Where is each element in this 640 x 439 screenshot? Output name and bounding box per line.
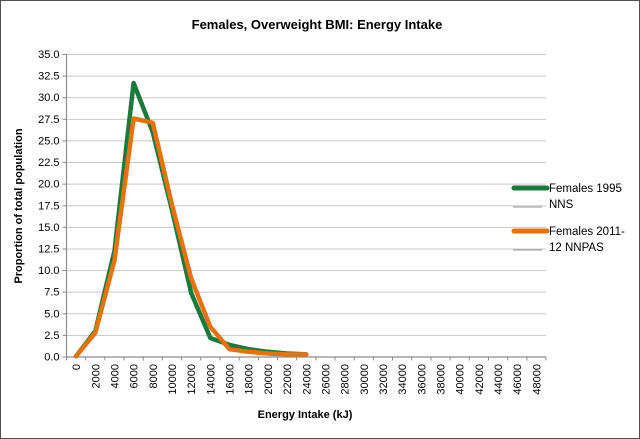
y-tick-label: 27.5 [38,114,59,126]
x-tick-label: 32000 [378,364,390,395]
x-tick-label: 26000 [320,364,332,395]
x-axis-title: Energy Intake (kJ) [258,409,353,421]
x-tick-label: 36000 [416,364,428,395]
y-tick-label: 32.5 [38,71,59,83]
y-tick-label: 20.0 [38,179,59,191]
x-tick-label: 28000 [340,364,352,395]
y-tick-label: 7.5 [44,287,59,299]
x-tick-label: 10000 [167,364,179,395]
series-line-females-2011-12-nnpas [73,116,309,359]
x-tick-label: 40000 [455,364,467,395]
x-tick-label: 16000 [225,364,237,395]
y-tick-label: 2.5 [44,330,59,342]
x-tick-label: 24000 [301,364,313,395]
x-tick-label: 22000 [282,364,294,395]
y-tick-label: 5.0 [44,308,59,320]
y-tick-label: 10.0 [38,265,59,277]
legend-label-females-2011-line2: 12 NNPAS [549,242,604,254]
x-tick-label: 46000 [512,364,524,395]
axes [62,54,547,361]
tick-labels: 0.0 2.5 5.0 7.5 10.0 12.5 15.0 17.5 20.0 22.5 25.0… [38,49,543,395]
series-line-females-1995-nns [73,80,309,359]
x-tick-label: 2000 [90,364,102,388]
series-lines [73,80,309,359]
x-tick-label: 12000 [186,364,198,395]
x-tick-label: 48000 [531,364,543,395]
x-tick-label: 0 [71,364,83,370]
x-tick-label: 44000 [493,364,505,395]
x-tick-label: 20000 [263,364,275,395]
x-tick-label: 4000 [109,364,121,388]
chart-title: Females, Overweight BMI: Energy Intake [192,17,443,32]
y-tick-label: 22.5 [38,157,59,169]
y-tick-label: 25.0 [38,135,59,147]
y-tick-label: 0.0 [44,352,59,364]
x-tick-label: 6000 [129,364,141,388]
x-tick-label: 18000 [244,364,256,395]
x-tick-label: 42000 [474,364,486,395]
legend: Females 1995 NNS Females 2011- 12 NNPAS [511,183,625,254]
x-tick-label: 38000 [436,364,448,395]
y-tick-label: 35.0 [38,49,59,61]
y-tick-label: 17.5 [38,200,59,212]
x-tick-label: 8000 [148,364,160,388]
y-tick-label: 30.0 [38,92,59,104]
legend-label-females-1995-line2: NNS [549,199,574,211]
y-axis-title: Proportion of total population [13,128,25,283]
legend-label-females-2011-line1: Females 2011- [549,226,625,238]
x-tick-label: 34000 [397,364,409,395]
x-tick-label: 14000 [205,364,217,395]
y-tick-label: 15.0 [38,222,59,234]
legend-label-females-1995-line1: Females 1995 [549,183,622,195]
y-tick-label: 12.5 [38,243,59,255]
x-tick-label: 30000 [359,364,371,395]
